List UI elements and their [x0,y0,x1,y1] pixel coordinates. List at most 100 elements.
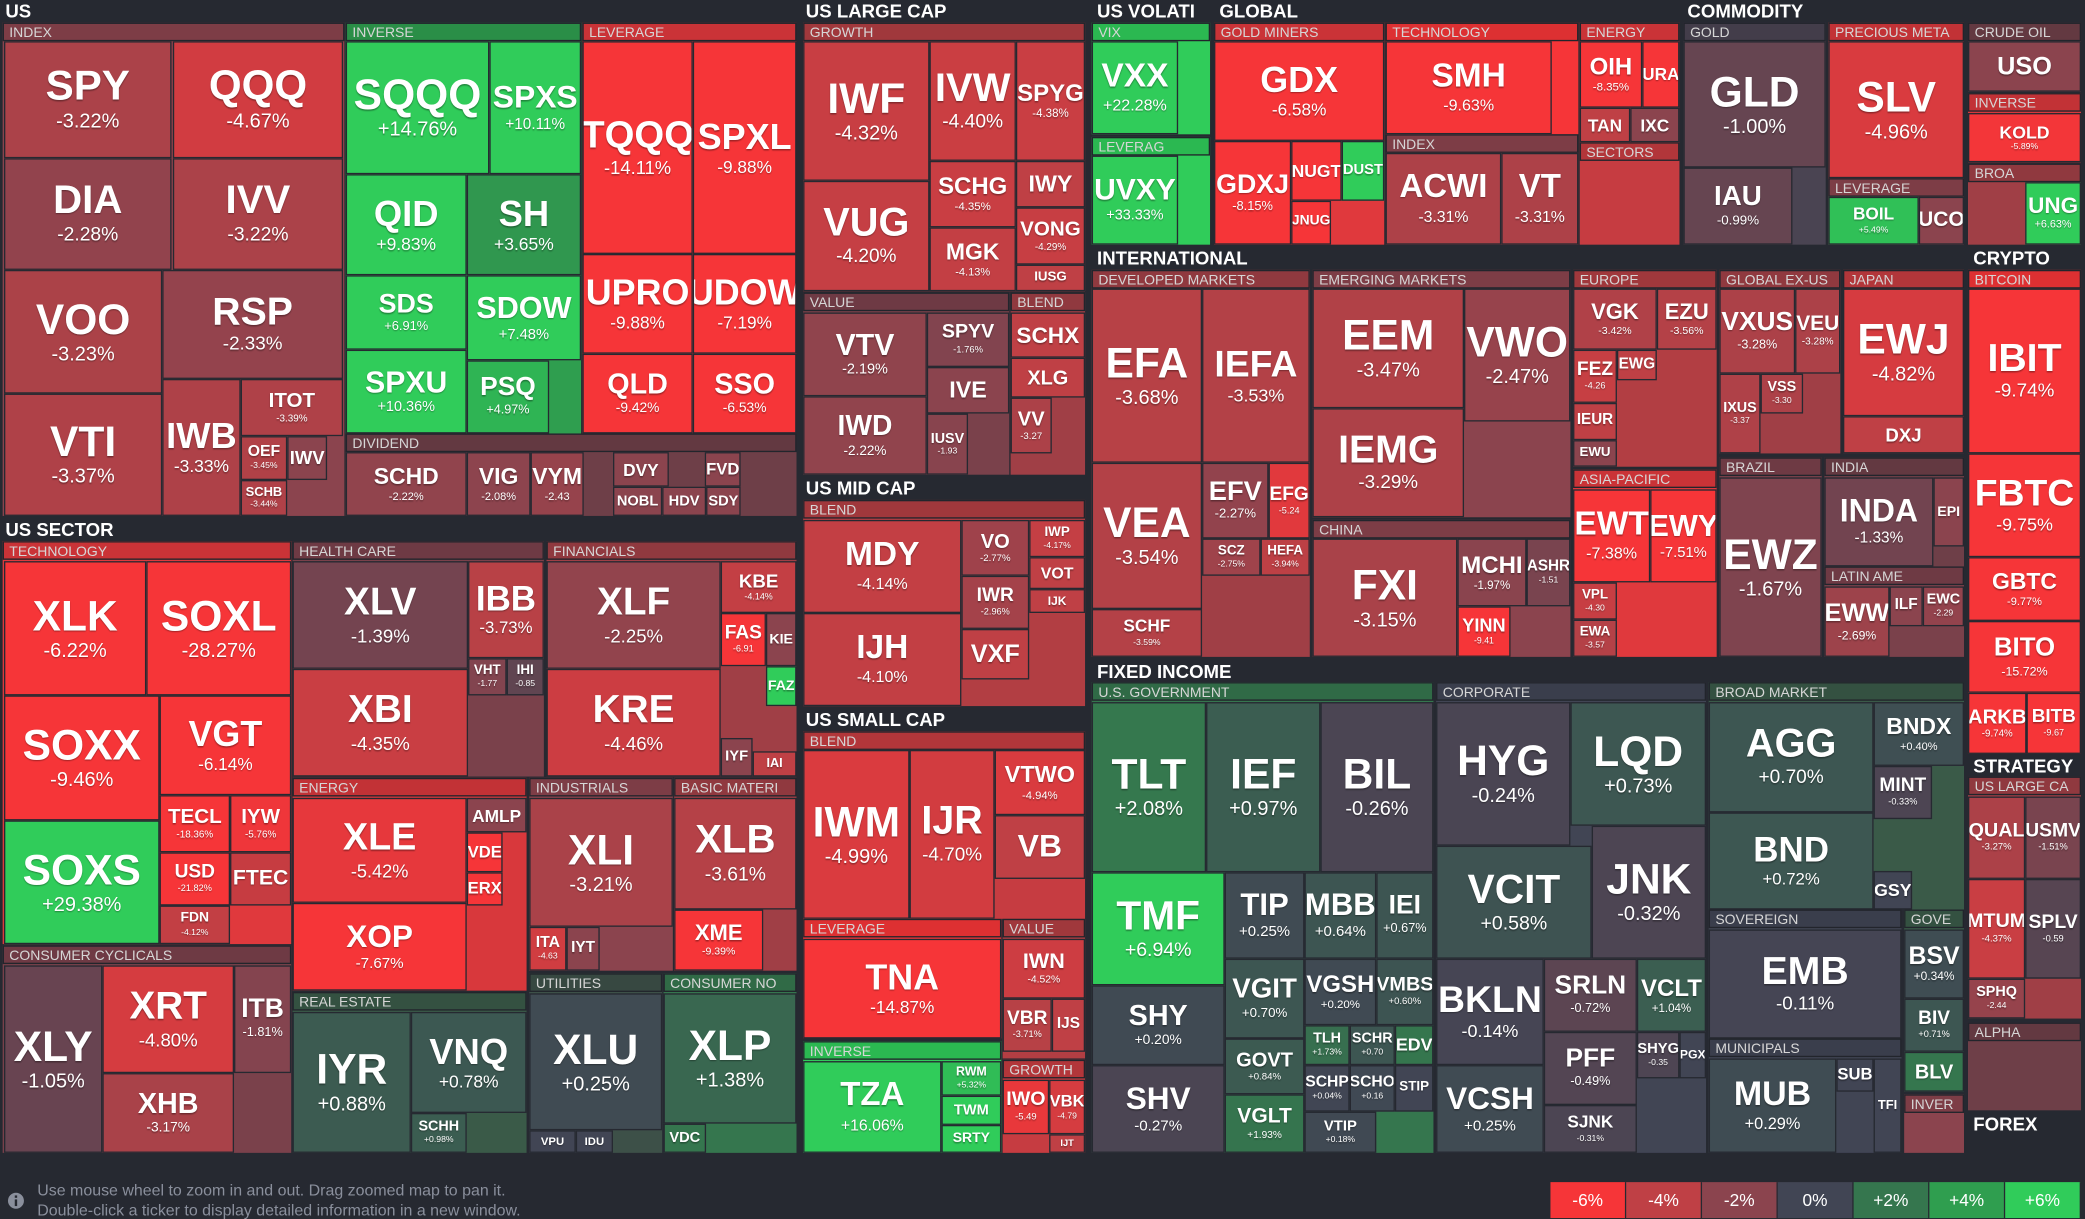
ticker-tile[interactable]: SPYV -1.76% [926,312,1010,368]
ticker-tile[interactable]: FBTC -9.75% [1967,453,2082,558]
ticker-tile[interactable]: ARKB -9.74% [1967,692,2027,754]
ticker-tile[interactable]: TZA +16.06% [803,1061,942,1153]
ticker-tile[interactable]: VNQ +0.78% [410,1011,527,1113]
ticker-tile[interactable]: OEF -3.45% [240,436,288,481]
ticker-tile[interactable]: GLD -1.00% [1683,41,1826,168]
ticker-tile[interactable]: FVD [704,452,741,487]
ticker-tile[interactable]: VPU [529,1130,576,1153]
ticker-tile[interactable]: VPL -4.30 [1573,582,1617,620]
ticker-tile[interactable]: SHV -0.27% [1091,1065,1225,1153]
ticker-tile[interactable]: IWM -4.99% [803,749,910,919]
ticker-tile[interactable]: SLV -4.96% [1828,41,1964,179]
ticker-tile[interactable]: INDA -1.33% [1824,477,1934,567]
ticker-tile[interactable]: VXUS -3.28% [1719,288,1796,374]
ticker-tile[interactable]: RWM +5.32% [941,1061,1002,1096]
ticker-tile[interactable]: MTUM -4.37% [1967,878,2026,979]
ticker-tile[interactable]: EWA -3.57 [1573,619,1617,657]
ticker-tile[interactable]: KOLD -5.89% [1967,113,2082,163]
ticker-tile[interactable]: EWW -2.69% [1824,586,1890,657]
ticker-tile[interactable]: KIE [765,613,797,667]
ticker-tile[interactable]: VGK -3.42% [1573,288,1657,350]
ticker-tile[interactable]: ITOT -3.39% [240,378,344,437]
ticker-tile[interactable]: FDN -4.12% [159,905,231,945]
ticker-tile[interactable]: SCHG -4.35% [929,160,1016,228]
ticker-tile[interactable]: QQQ -4.67% [172,41,344,159]
ticker-tile[interactable]: SPLV -0.59 [2025,878,2082,979]
ticker-tile[interactable]: EEM -3.47% [1312,288,1465,409]
ticker-tile[interactable]: EWG [1616,349,1657,381]
ticker-tile[interactable]: VDE [466,832,503,873]
ticker-tile[interactable]: IHI -0.85 [506,658,544,696]
ticker-tile[interactable]: RSP -2.33% [162,269,344,379]
ticker-tile[interactable]: XLB -3.61% [674,797,797,910]
ticker-tile[interactable]: SOXX -9.46% [3,695,160,821]
ticker-tile[interactable]: SJNK -0.31% [1543,1104,1637,1153]
ticker-tile[interactable]: SCHH +0.98% [410,1112,467,1153]
ticker-tile[interactable]: IJR -4.70% [909,749,995,919]
ticker-tile[interactable]: HDV [662,486,707,516]
ticker-tile[interactable]: EWJ -4.82% [1842,288,1964,417]
ticker-tile[interactable]: FXI -3.15% [1312,538,1458,657]
ticker-tile[interactable]: SOXS +29.38% [3,820,160,945]
ticker-tile[interactable]: USD -21.82% [159,852,231,906]
ticker-tile[interactable]: UVXY +33.33% [1091,155,1179,245]
ticker-tile[interactable]: MUB +0.29% [1708,1058,1837,1153]
ticker-tile[interactable]: IBIT -9.74% [1967,288,2082,454]
ticker-tile[interactable]: EWY -7.51% [1650,489,1717,583]
ticker-tile[interactable]: TWM [941,1095,1002,1125]
ticker-tile[interactable]: UPRO -9.88% [582,253,693,354]
ticker-tile[interactable]: IBB -3.73% [468,561,544,659]
ticker-tile[interactable]: SCHF -3.59% [1091,609,1203,657]
ticker-tile[interactable]: SCHX [1010,312,1086,358]
ticker-tile[interactable]: VONG -4.29% [1015,207,1086,265]
ticker-tile[interactable]: EWU [1573,440,1617,467]
ticker-tile[interactable]: UNG +6.63% [2025,182,2082,245]
ticker-tile[interactable]: XRT -4.80% [102,965,235,1074]
ticker-tile[interactable]: BLV [1904,1051,1964,1092]
ticker-tile[interactable]: XLP +1.38% [663,993,797,1124]
ticker-tile[interactable]: SDOW +7.48% [466,275,582,361]
ticker-tile[interactable]: IXC [1630,107,1680,143]
ticker-tile[interactable]: XOP -7.67% [292,902,467,991]
ticker-tile[interactable]: SMH -9.63% [1385,41,1552,135]
ticker-tile[interactable]: FAS -6.91 [720,613,766,667]
ticker-tile[interactable]: VTI -3.37% [3,393,163,516]
ticker-tile[interactable]: IVE [926,367,1010,414]
ticker-tile[interactable]: PFF -0.49% [1543,1031,1637,1105]
ticker-tile[interactable]: IWF -4.32% [803,41,930,181]
ticker-tile[interactable]: DXJ [1842,416,1964,454]
ticker-tile[interactable]: JNK -0.32% [1591,825,1707,959]
ticker-tile[interactable]: IVV -3.22% [172,158,344,270]
ticker-tile[interactable]: DUST [1341,140,1385,201]
ticker-tile[interactable]: ERX [466,872,503,906]
ticker-tile[interactable]: ASHR -1.51 [1526,538,1571,607]
ticker-tile[interactable]: FTEC [230,852,292,906]
ticker-tile[interactable]: VIG -2.08% [466,452,531,516]
ticker-tile[interactable]: GDXJ -8.15% [1214,140,1292,245]
ticker-tile[interactable]: VCSH +0.25% [1436,1065,1544,1153]
ticker-tile[interactable]: IDU [575,1130,614,1153]
ticker-tile[interactable]: ITB -1.81% [234,965,292,1074]
ticker-tile[interactable]: BKLN -0.14% [1436,958,1544,1066]
ticker-tile[interactable]: MINT -0.33% [1873,765,1933,820]
ticker-tile[interactable]: DIA -2.28% [3,158,172,270]
ticker-tile[interactable]: EZU -3.56% [1656,288,1717,350]
ticker-tile[interactable]: VTWO -4.94% [994,749,1086,816]
ticker-tile[interactable]: VOT [1029,557,1086,590]
ticker-tile[interactable]: XLU +0.25% [529,993,663,1131]
ticker-tile[interactable]: BIL -0.26% [1320,702,1434,873]
ticker-tile[interactable]: OIH -8.35% [1579,41,1643,108]
ticker-tile[interactable]: XLG [1010,357,1086,398]
ticker-tile[interactable]: IJT [1049,1134,1086,1153]
ticker-tile[interactable]: SCHB -3.44% [240,480,288,516]
ticker-tile[interactable]: SCHD -2.22% [345,452,467,516]
ticker-tile[interactable]: VXX +22.28% [1091,41,1179,135]
ticker-tile[interactable]: IYT [566,926,600,971]
ticker-tile[interactable]: QID +9.83% [345,174,467,276]
ticker-tile[interactable]: IYW -5.76% [230,795,292,853]
ticker-tile[interactable]: TMF +6.94% [1091,872,1225,986]
ticker-tile[interactable]: TFI [1873,1058,1902,1153]
ticker-tile[interactable]: SCHP +0.04% [1304,1065,1350,1112]
ticker-tile[interactable]: AMLP [466,797,527,833]
ticker-tile[interactable]: IXUS -3.37 [1719,373,1761,454]
